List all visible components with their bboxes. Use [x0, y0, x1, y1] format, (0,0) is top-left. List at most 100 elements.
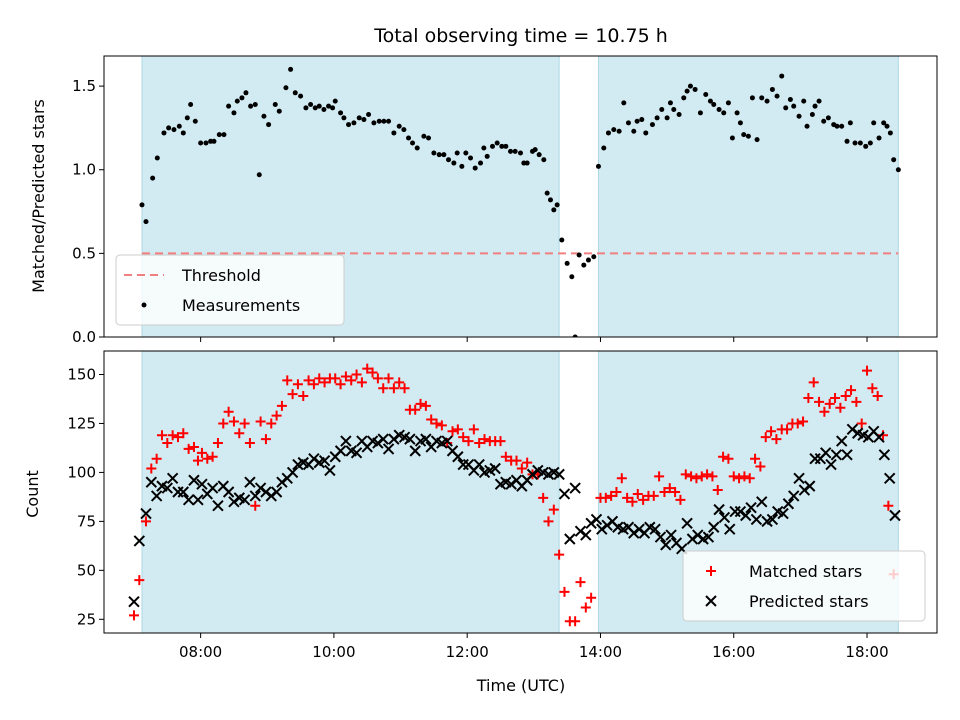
matched-stars-point: [335, 379, 346, 390]
measurements-point: [551, 207, 557, 213]
matched-stars-point: [622, 492, 633, 503]
measurements-point: [725, 100, 731, 106]
matched-stars-point: [196, 447, 207, 458]
measurements-point: [847, 120, 853, 126]
measurements-point: [844, 138, 850, 144]
predicted-stars-point: [177, 486, 190, 498]
predicted-stars-point: [350, 447, 363, 459]
matched-stars-point: [356, 377, 367, 388]
matched-stars-point: [162, 438, 173, 449]
measurements-point: [386, 118, 392, 124]
measurements-point: [490, 143, 496, 149]
measurements-point: [288, 66, 294, 72]
measurements-point: [625, 120, 631, 126]
matched-stars-point: [303, 375, 314, 386]
matched-stars-point: [383, 373, 394, 384]
matched-stars-point: [691, 473, 702, 484]
measurements-point: [143, 219, 149, 225]
matched-stars-point: [340, 371, 351, 382]
matched-stars-point: [664, 483, 675, 494]
matched-stars-point: [151, 453, 162, 464]
measurements-point: [796, 113, 802, 119]
matched-stars-point: [750, 453, 761, 464]
predicted-stars-point: [585, 517, 597, 530]
measurements-point: [857, 140, 863, 146]
predicted-stars-point: [782, 498, 795, 510]
predicted-stars-point: [654, 531, 667, 543]
predicted-stars-point: [133, 535, 146, 547]
matched-stars-point: [867, 383, 878, 394]
predicted-stars-point: [505, 478, 517, 490]
predicted-stars-point: [820, 447, 832, 459]
matched-stars-point: [228, 416, 239, 427]
bottom-y-axis-label: Count: [23, 470, 42, 518]
measurements-point: [234, 98, 240, 104]
measurements-point: [321, 107, 327, 113]
matched-stars-point: [474, 438, 485, 449]
measurements-point: [330, 105, 336, 111]
measurements-point: [595, 163, 601, 169]
matched-stars-point: [298, 391, 309, 402]
measurements-point: [184, 115, 190, 121]
y-tick-label: 25: [77, 610, 96, 628]
matched-stars-point: [415, 398, 426, 409]
matched-stars-point: [452, 424, 463, 435]
matched-stars-point: [792, 418, 803, 429]
predicted-stars-point: [846, 423, 859, 436]
matched-stars-point: [798, 416, 809, 427]
measurements-point: [468, 155, 474, 161]
matched-stars-point: [830, 393, 841, 403]
legend-predicted-swatch: [705, 595, 717, 607]
matched-stars-point: [292, 379, 303, 390]
matched-stars-point: [463, 436, 474, 447]
measurements-point: [852, 140, 858, 146]
measurements-point: [585, 257, 591, 263]
measurements-point: [867, 140, 873, 146]
matched-stars-point: [872, 391, 883, 402]
measurements-point: [576, 252, 582, 258]
measurements-point: [634, 118, 640, 124]
matched-stars-point: [675, 494, 686, 505]
matched-stars-point: [586, 592, 597, 603]
matched-stars-point: [739, 471, 750, 482]
measurements-point: [544, 190, 550, 196]
measurements-point: [371, 120, 377, 126]
measurements-point: [536, 152, 542, 158]
matched-stars-point: [824, 398, 835, 409]
predicted-stars-point: [222, 486, 235, 498]
legend-label: Matched stars: [749, 562, 862, 581]
matched-stars-point: [218, 418, 229, 429]
measurements-point: [631, 128, 637, 134]
x-tick-label: 12:00: [446, 643, 489, 661]
matched-stars-point: [856, 418, 867, 429]
matched-stars-point: [559, 586, 570, 597]
measurements-point: [484, 153, 490, 159]
predicted-stars-point: [192, 494, 204, 506]
measurements-point: [711, 102, 717, 108]
predicted-stars-point: [166, 472, 179, 484]
predicted-stars-point: [140, 507, 152, 520]
measurements-point: [572, 334, 578, 337]
matched-stars-point: [271, 410, 282, 421]
measurements-point: [729, 135, 735, 141]
predicted-stars-point: [128, 595, 140, 608]
predicted-stars-point: [404, 433, 416, 445]
matched-stars-point: [734, 473, 745, 484]
measurements-point: [591, 254, 597, 260]
predicted-stars-point: [596, 523, 608, 535]
measurements-point: [834, 123, 840, 129]
matched-stars-point: [479, 434, 490, 445]
measurements-point: [283, 85, 289, 91]
predicted-stars-point: [825, 458, 837, 471]
x-tick-label: 14:00: [579, 643, 622, 661]
x-axis-label: Time (UTC): [476, 676, 565, 695]
measurements-point: [779, 73, 785, 79]
predicted-stars-point: [265, 490, 277, 502]
predicted-stars-point: [777, 507, 789, 520]
matched-stars-point: [538, 492, 549, 503]
matched-stars-point: [287, 389, 298, 400]
predicted-stars-point: [420, 433, 432, 445]
predicted-stars-point: [188, 474, 200, 486]
matched-stars-point: [500, 451, 511, 462]
measurements-point: [176, 123, 182, 129]
